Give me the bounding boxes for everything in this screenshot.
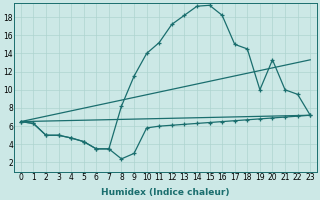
X-axis label: Humidex (Indice chaleur): Humidex (Indice chaleur) xyxy=(101,188,230,197)
